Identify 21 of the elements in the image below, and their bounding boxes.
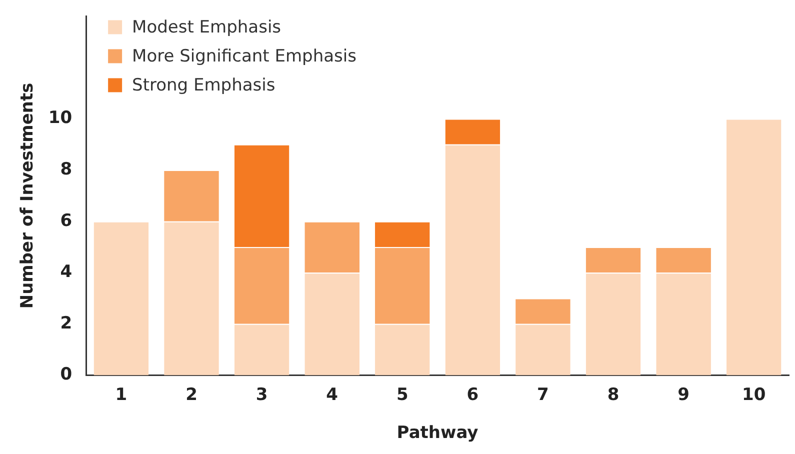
- y-tick-label: 4: [60, 262, 72, 282]
- x-tick-label: 5: [396, 384, 408, 405]
- y-tick-label: 2: [60, 313, 72, 334]
- x-axis-title: Pathway: [396, 423, 478, 444]
- y-tick-label: 10: [48, 108, 72, 128]
- legend-label: Strong Emphasis: [132, 76, 276, 96]
- y-tick-label: 0: [60, 364, 72, 385]
- x-tick-label: 2: [186, 384, 198, 405]
- y-tick-label: 8: [60, 159, 72, 180]
- x-tick-label: 8: [607, 384, 620, 405]
- y-axis-title: Number of Investments: [18, 82, 38, 309]
- x-tick-label: 9: [678, 384, 690, 405]
- x-tick-label: 7: [537, 384, 549, 405]
- x-tick-label: 6: [466, 384, 479, 405]
- x-tick-label: 3: [256, 384, 268, 405]
- x-tick-label: 10: [742, 384, 766, 405]
- y-tick-label: 6: [60, 210, 72, 231]
- x-tick-label: 1: [115, 384, 128, 405]
- legend-label: Modest Emphasis: [132, 18, 282, 38]
- x-tick-label: 4: [326, 384, 338, 405]
- legend-label: More Significant Emphasis: [132, 46, 357, 67]
